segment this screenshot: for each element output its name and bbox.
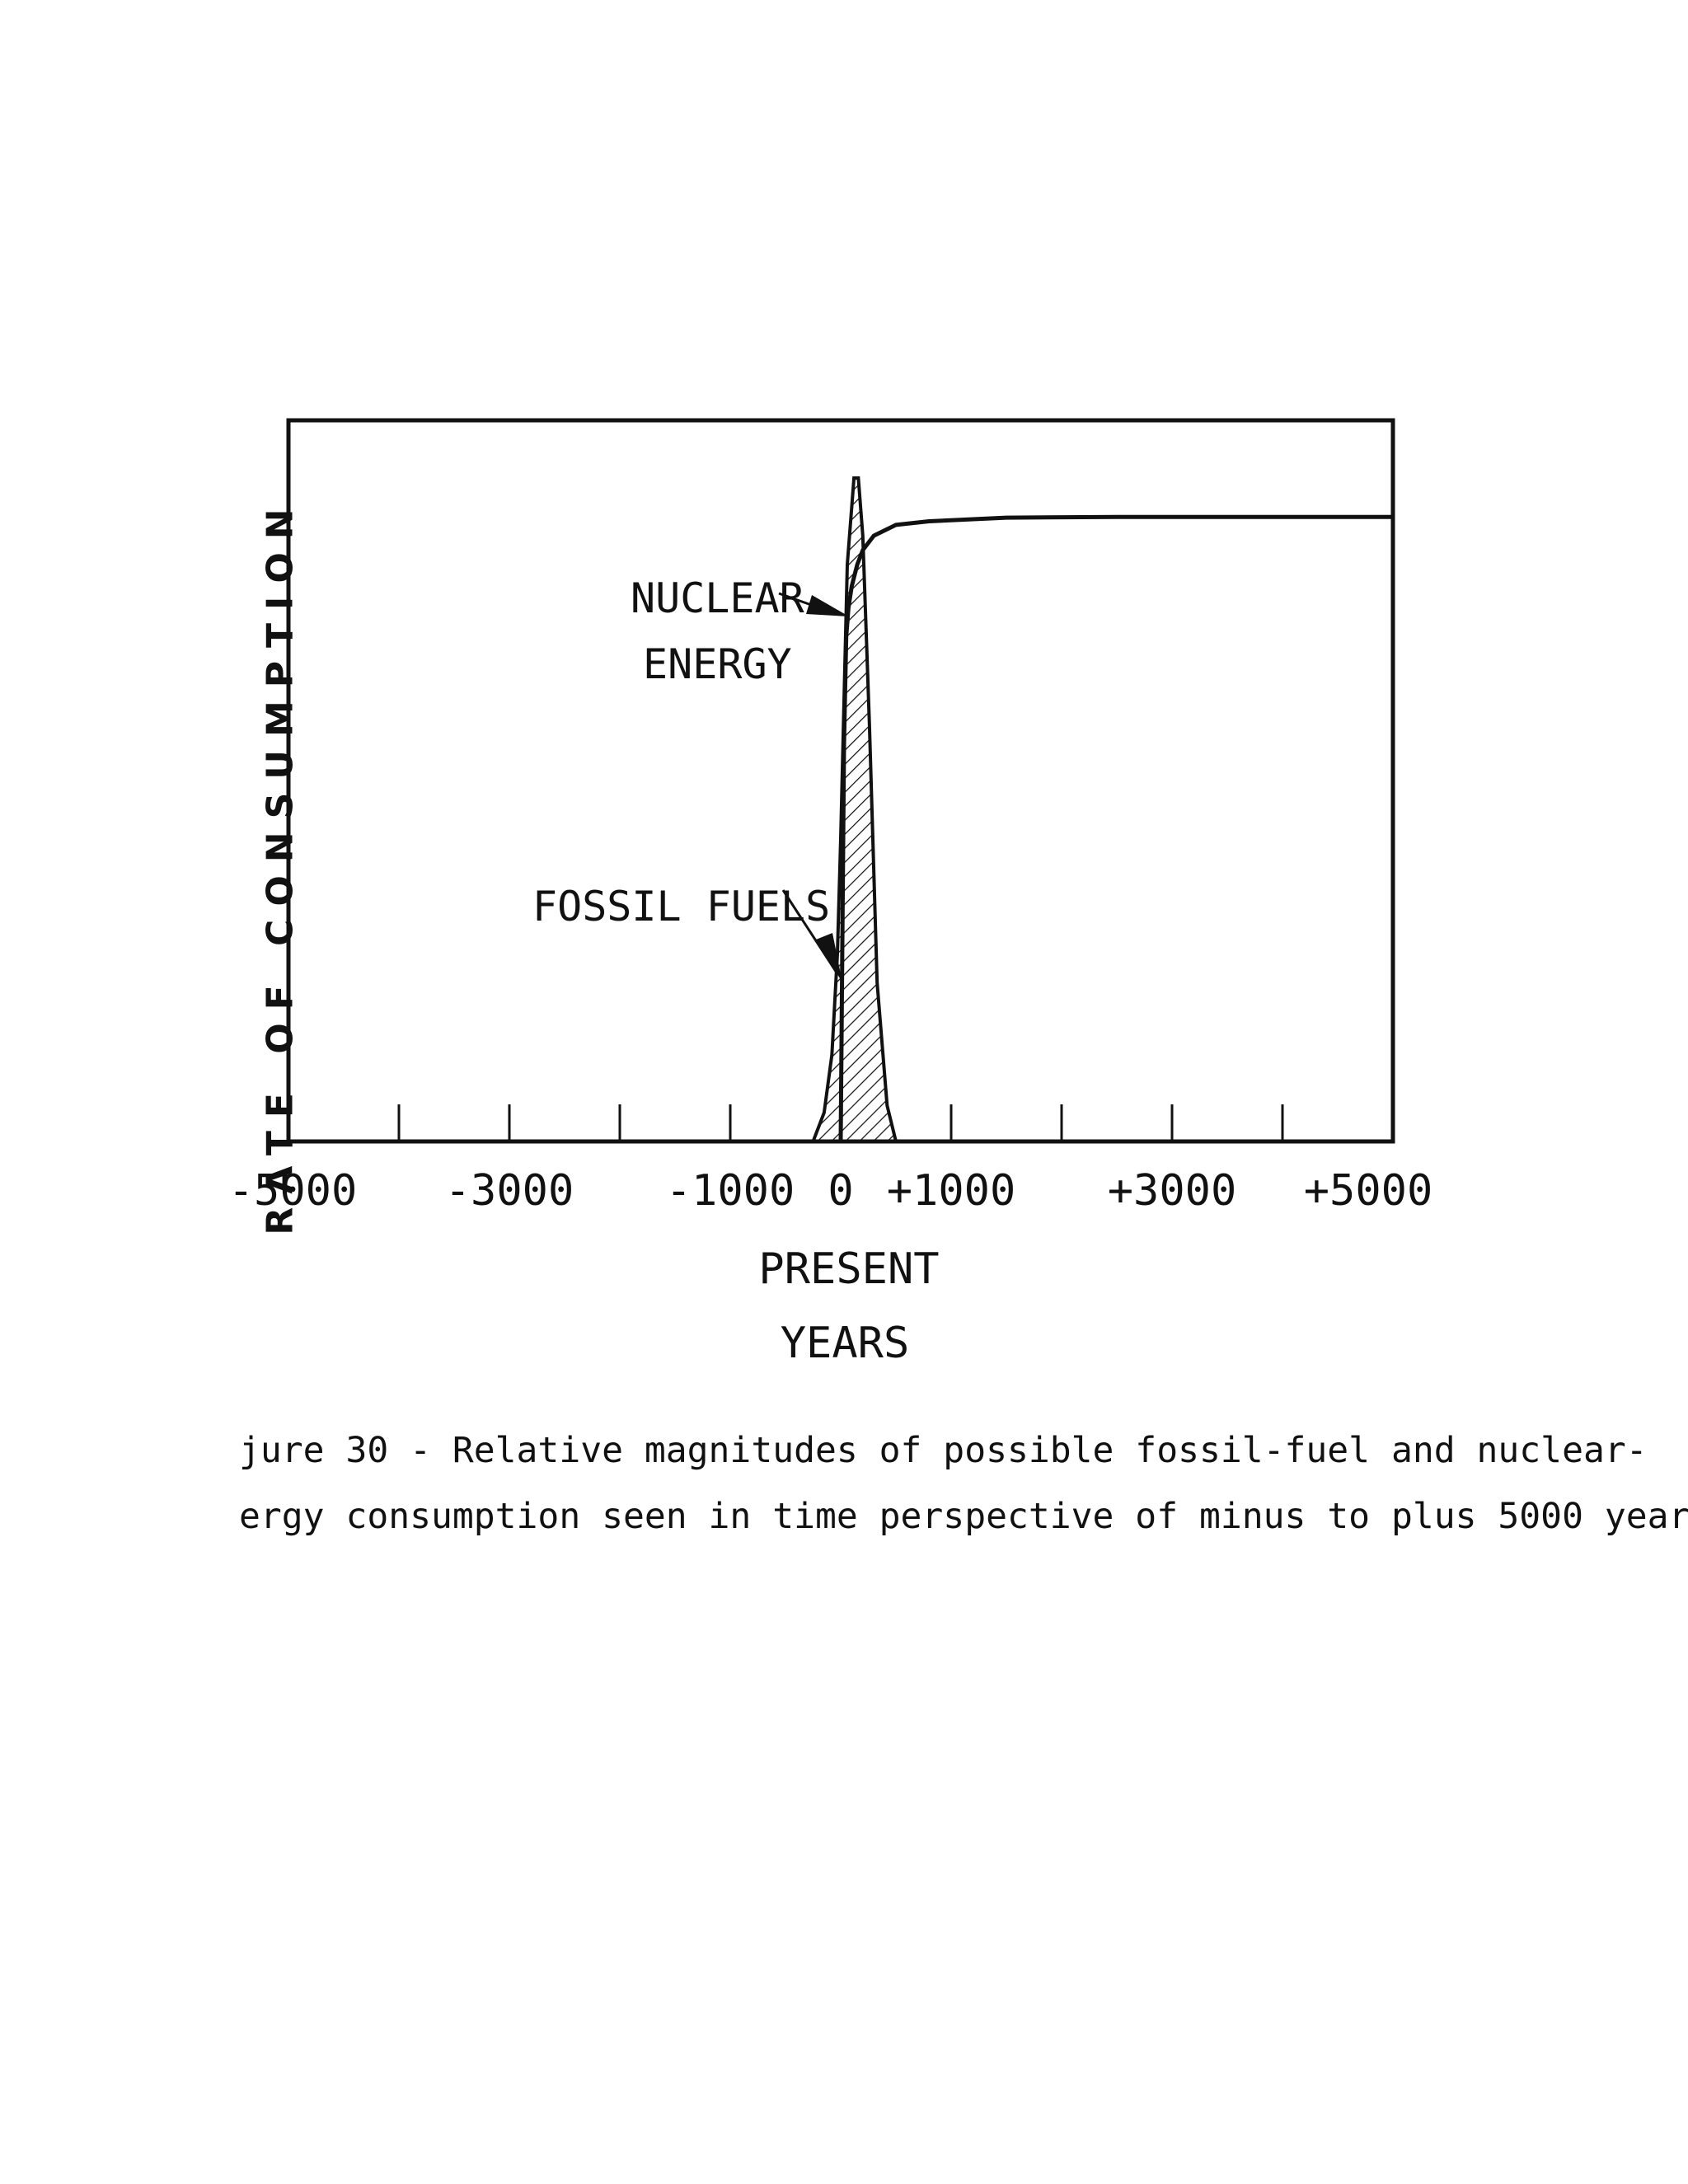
nuclear-energy-curve [838,514,1393,1142]
annotation-arrows [778,592,849,982]
present-label: PRESENT [758,1244,940,1294]
x-tick-label: +1000 [886,1166,1016,1216]
x-tick-label: -1000 [665,1166,795,1216]
figure-caption: jure 30 - Relative magnitudes of possibl… [239,1418,1688,1549]
nuclear-energy-annotation: NUCLEAR ENERGY [631,565,804,697]
x-tick-label: +3000 [1107,1166,1237,1216]
annotation-line: FOSSIL FUELS [532,883,831,930]
fossil-fuels-curve [810,476,898,1143]
caption-line-1: jure 30 - Relative magnitudes of possibl… [239,1430,1648,1471]
x-axis-label: YEARS [780,1319,910,1368]
x-tick-label: -3000 [444,1166,574,1216]
annotation-line: NUCLEAR [631,574,804,622]
x-tick-marks [397,1104,1284,1141]
x-tick-label: -5000 [227,1166,358,1216]
caption-line-2: ergy consumption seen in time perspectiv… [239,1496,1688,1537]
x-tick-label: +5000 [1303,1166,1433,1216]
series-layer [810,476,1393,1143]
fossil-arrowhead [816,933,842,982]
annotation-line: ENERGY [643,640,792,688]
fossil-arrow [781,889,838,973]
y-axis-label: RATE OF CONSUMPTION [259,495,302,1235]
nuclear-arrowhead [806,595,849,616]
x-tick-label: 0 [828,1166,854,1216]
fossil-fuels-annotation: FOSSIL FUELS [532,874,830,940]
